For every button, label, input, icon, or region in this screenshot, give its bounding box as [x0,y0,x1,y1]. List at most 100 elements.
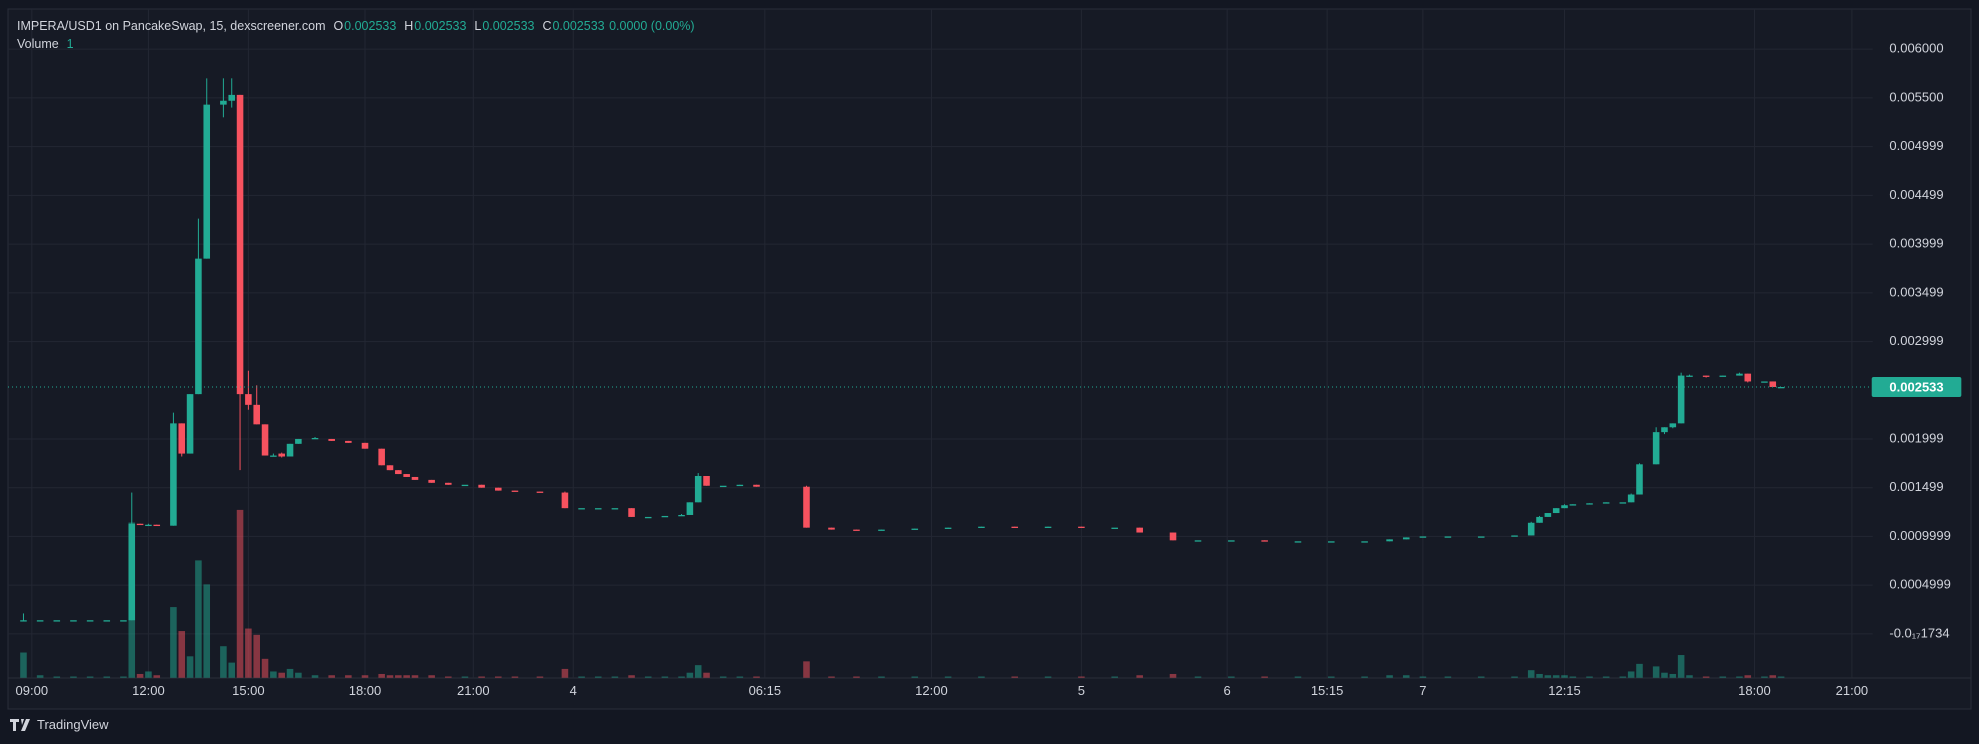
volume-bar [1536,673,1543,678]
candle-body [686,502,694,515]
y-tick-label: 0.004499 [1889,187,1943,202]
volume-bar [644,676,652,678]
volume-bar [253,634,260,678]
candle-body [1777,387,1785,389]
volume-bar [120,676,127,678]
y-tick-label: 0.003499 [1889,284,1943,299]
candle-body [145,524,152,527]
volume-bar [295,672,302,678]
candle-body [186,394,194,454]
candle-body [1702,375,1710,377]
candle-body [978,526,985,528]
candle-body [1552,508,1560,514]
candle-body [561,492,569,509]
volume-bar [145,671,152,678]
candle-body [120,620,127,622]
volume-bar [220,646,227,678]
volume-bar [395,675,402,678]
candle-body [828,527,835,530]
candle-body [86,620,94,622]
candle-body [386,465,394,471]
candle-body [853,529,860,531]
volume-bar [678,676,685,678]
x-tick-label: 21:00 [457,683,490,698]
candle-body [220,100,227,105]
ohlc-label: L [474,19,482,33]
ohlc-value: 0.002533 [482,19,535,33]
volume-bar [1444,676,1452,678]
volume-bar [278,672,285,678]
volume-bar [1636,663,1643,678]
candle-body [1761,381,1768,383]
candle-body [70,620,77,622]
candle-body [1444,536,1452,538]
volume-bar [753,676,760,678]
volume-bar [878,676,885,678]
candle-body [611,508,619,510]
candle-body [203,104,211,259]
candle-body [1419,536,1427,538]
volume-bar [944,676,952,678]
candle-body [1477,536,1485,538]
x-tick-label: 21:00 [1836,683,1869,698]
volume-bar [1194,676,1202,678]
candle-body [1169,532,1177,541]
candle-body [753,484,760,487]
candle-body [1136,527,1143,533]
volume-bar [694,665,702,678]
volume-bar [228,662,236,678]
y-tick-label: 0.003999 [1889,236,1943,251]
candle-body [1677,375,1685,424]
volume-bar [828,676,835,678]
x-tick-label: 15:15 [1311,683,1344,698]
volume-bar [1527,670,1535,678]
volume-bar [1719,676,1727,678]
candle-body [1769,381,1777,388]
volume-bar [36,675,44,678]
volume-bar [578,676,585,678]
symbol: IMPERA/USD1 on PancakeSwap, 15, dexscree… [17,19,326,33]
candle-body [1652,432,1660,465]
candle-body [1744,373,1752,382]
volume-bar [1569,676,1577,678]
candle-body [678,514,685,517]
candle-body [245,394,252,405]
y-tick-label: 0.005500 [1889,89,1943,104]
candle-body [136,523,144,526]
candle-body [628,508,635,517]
volume-bar [203,584,211,678]
candle-body [1619,502,1627,504]
candle-body [428,479,435,483]
volume-bar [1402,675,1410,678]
x-tick-label: 18:00 [1738,683,1771,698]
volume-bar [1477,676,1485,678]
x-tick-label: 09:00 [16,683,49,698]
x-tick-label: 7 [1419,683,1426,698]
volume-bar [178,631,186,678]
candle-body [461,484,469,487]
volume-label: Volume [17,37,59,51]
volume-bar [803,661,810,678]
candle-body [594,508,602,510]
ohlc-label: H [404,19,414,33]
ohlc-value: 0.002533 [552,19,605,33]
volume-bar [103,676,111,678]
volume-bar [286,668,294,678]
last-price-box [1871,377,1962,398]
candle-body [1261,540,1268,542]
volume-bar [1228,676,1235,678]
legend-row: Volume 1 [17,35,696,53]
candle-body [694,475,702,503]
ohlc-label: O [333,19,344,33]
volume-bar [170,607,177,678]
candle-body [878,529,885,531]
volume-bar [70,676,77,678]
candle-body [1686,375,1693,377]
candle-body [944,527,952,529]
candle-body [1636,464,1643,495]
volume-bar [270,671,277,678]
candle-body [378,448,385,466]
volume-bar [1652,666,1660,678]
volume-bar [1761,676,1768,678]
